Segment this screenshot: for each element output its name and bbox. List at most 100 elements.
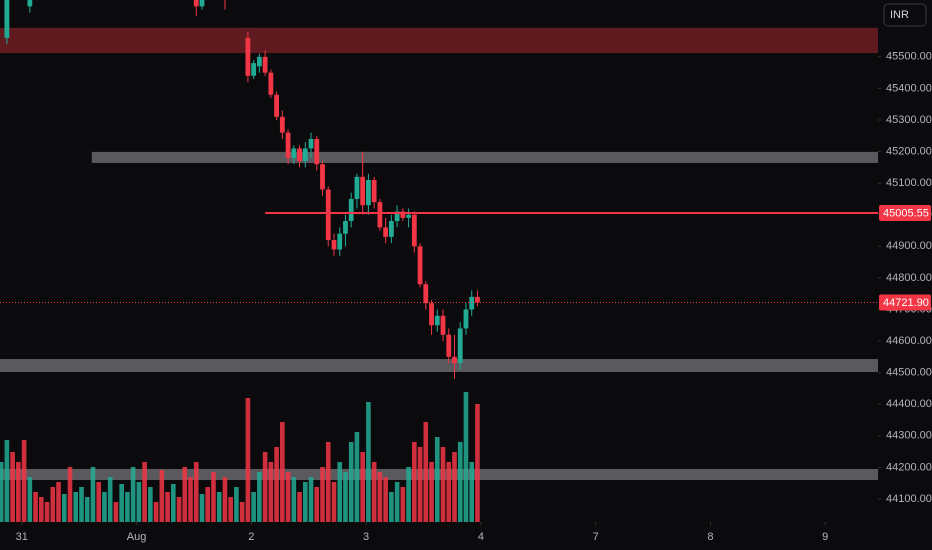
x-tick-label: 4: [478, 531, 484, 543]
volume-bar: [50, 487, 56, 522]
volume-bar: [119, 484, 124, 522]
x-tick-label: 7: [593, 531, 599, 543]
candle-body: [302, 148, 308, 162]
volume-bar: [274, 447, 279, 522]
candle-body: [348, 198, 354, 222]
volume-bar: [475, 404, 480, 522]
volume-bar: [457, 442, 463, 522]
candle-body: [377, 202, 383, 228]
volume-bar: [423, 422, 429, 522]
candle-body: [199, 0, 205, 7]
currency-button[interactable]: [883, 3, 927, 27]
candle-body: [256, 56, 262, 67]
y-tick-label: 44800.00: [886, 272, 932, 284]
volume-bar: [73, 492, 79, 522]
candle-body: [193, 0, 199, 7]
volume-bar: [102, 492, 107, 522]
candle-body: [469, 296, 475, 310]
price-label-box: [879, 294, 931, 311]
candle-body: [262, 56, 268, 73]
volume-bar: [199, 494, 205, 522]
volume-bar: [383, 477, 388, 522]
candle-body: [337, 233, 343, 250]
volume-bar: [10, 452, 15, 522]
candle-body: [446, 334, 452, 357]
candle-body: [434, 315, 440, 326]
volume-bar: [211, 472, 216, 522]
candle-body: [429, 303, 434, 326]
volume-bar: [136, 482, 142, 522]
candle-body: [463, 309, 469, 329]
volume-bar: [182, 467, 188, 522]
volume-bar: [33, 492, 38, 522]
candle-body: [251, 63, 257, 76]
volume-bar: [377, 472, 383, 522]
volume-bar: [320, 467, 325, 522]
volume-bar: [56, 482, 61, 522]
volume-bar: [251, 492, 256, 522]
y-tick-label: 45300.00: [886, 114, 932, 126]
volume-bar: [280, 422, 285, 522]
candle-body: [388, 221, 394, 237]
plot: [0, 0, 878, 522]
y-tick-label: 45200.00: [886, 145, 932, 157]
volume-bar: [314, 487, 320, 522]
y-tick-label: 44900.00: [886, 240, 932, 252]
volume-bar: [79, 487, 84, 522]
volume-bar: [239, 502, 245, 522]
y-tick-label: 44400.00: [886, 398, 932, 410]
candle-body: [417, 246, 423, 285]
volume-bar: [354, 432, 360, 522]
candle-body: [406, 214, 411, 218]
volume-bar: [84, 497, 90, 522]
volume-bar: [234, 487, 239, 522]
candle-body: [411, 214, 417, 247]
volume-bar: [434, 437, 440, 522]
x-tick-label: 8: [707, 531, 713, 543]
candle-body: [343, 221, 348, 234]
y-tick-label: 44200.00: [886, 461, 932, 473]
candle-body: [383, 227, 389, 237]
volume-bar: [389, 492, 394, 522]
volume-bar: [417, 447, 423, 522]
volume-bar: [343, 472, 348, 522]
candle-body: [360, 176, 366, 206]
volume-bar: [27, 477, 33, 522]
zone: [91, 151, 878, 163]
y-tick-label: 45500.00: [886, 51, 932, 63]
volume-bar: [113, 502, 119, 522]
volume-bar: [142, 462, 147, 522]
volume-bar: [193, 462, 199, 522]
volume-bar: [21, 440, 27, 522]
volume-bar: [67, 467, 73, 522]
zone: [0, 359, 878, 372]
y-tick-label: 44300.00: [886, 430, 932, 442]
candle-body: [325, 189, 331, 240]
x-tick-label: 2: [248, 531, 254, 543]
volume-bar: [394, 482, 400, 522]
volume-bar: [400, 487, 406, 522]
candle-body: [366, 180, 371, 206]
candle-body: [245, 37, 251, 76]
volume-bar: [216, 492, 222, 522]
price-label: 45005.55: [883, 207, 929, 219]
volume-bar: [412, 442, 417, 522]
volume-bar: [452, 452, 457, 522]
volume-bar: [325, 442, 331, 522]
y-tick-label: 44100.00: [886, 493, 932, 505]
x-tick-label: 9: [822, 531, 828, 543]
volume-bar: [130, 467, 136, 522]
candle-body: [331, 240, 337, 250]
price-label: 44721.90: [883, 297, 929, 309]
volume-bar: [469, 462, 475, 522]
candle-body: [268, 72, 274, 95]
candle-body: [452, 356, 457, 364]
volume-bar: [205, 487, 211, 522]
candle-body: [308, 138, 314, 149]
x-tick-label: Aug: [127, 531, 147, 543]
price-label-box: [879, 204, 931, 221]
volume-bar: [222, 477, 228, 522]
volume-bar: [165, 492, 170, 522]
volume-bar: [446, 462, 452, 522]
